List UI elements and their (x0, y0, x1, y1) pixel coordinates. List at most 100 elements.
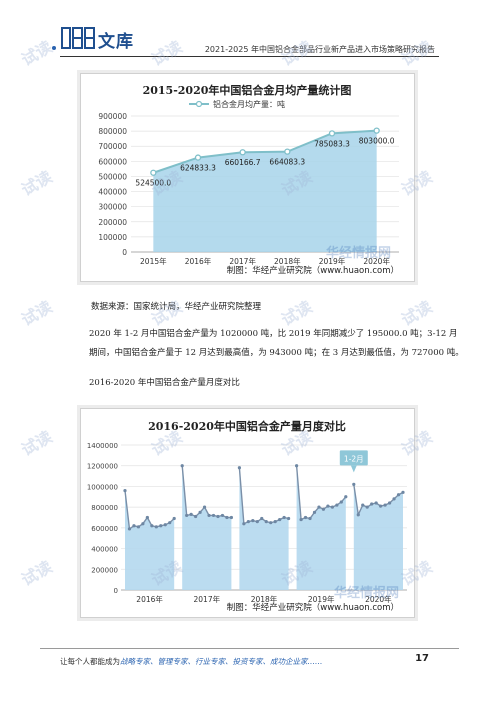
area-fill-series-1 (153, 130, 377, 252)
data-point (287, 516, 291, 521)
data-point (154, 525, 158, 529)
x-tick-label: 2017年 (229, 256, 256, 266)
series-line-year (181, 465, 232, 519)
y-tick-label: 1200000 (87, 463, 118, 471)
data-point (344, 495, 348, 499)
data-point (246, 520, 250, 524)
chart2-watermark: 华经情报网 (334, 585, 399, 601)
data-point (374, 501, 378, 505)
data-point (202, 505, 207, 509)
data-point (145, 515, 149, 520)
data-point (273, 520, 277, 524)
data-label: 660166.7 (225, 158, 261, 167)
y-tick-label: 200000 (98, 218, 127, 227)
y-tick-label: 1000000 (87, 483, 118, 491)
data-point (396, 493, 401, 497)
data-point (401, 490, 405, 494)
data-point (326, 504, 330, 508)
data-point (194, 514, 198, 519)
x-tick-label: 2016年 (185, 256, 212, 266)
data-point (361, 503, 365, 507)
data-point (255, 520, 259, 524)
y-tick-label: 500000 (98, 172, 127, 181)
y-tick-label: 800000 (91, 504, 118, 512)
data-point (150, 169, 157, 176)
watermark-text: 试读 (18, 167, 56, 200)
data-point (150, 524, 154, 528)
callout-label: 1-2月 (344, 454, 364, 463)
data-point (299, 517, 303, 522)
y-tick-label: 0 (122, 248, 127, 257)
data-point (216, 514, 220, 519)
y-tick-label: 600000 (91, 525, 118, 533)
y-tick-label: 0 (114, 587, 118, 595)
y-tick-label: 400000 (98, 188, 127, 197)
chart2-canvas: 2016-2020年中国铝合金产量月度对比 0 200000 400000 600000… (87, 419, 407, 613)
watermark-text: 试读 (18, 37, 56, 70)
y-tick-label: 200000 (91, 566, 118, 574)
data-point (392, 497, 396, 501)
body-paragraph-line-2: 期间，中国铝合金产量于 12 月达到最高值，为 943000 吨；在 3 月达到… (89, 348, 464, 358)
data-point (211, 513, 216, 518)
chart-monthly-comparison: 2016-2020年中国铝合金产量月度对比 0 200000 400000 600000… (80, 408, 415, 618)
logo-text: 文库 (98, 32, 134, 52)
page-number: 17 (415, 653, 429, 664)
y-tick-label: 800000 (98, 127, 127, 136)
x-tick-label: 2018年 (274, 256, 301, 266)
x-tick-label: 2019年 (308, 594, 335, 604)
data-point (356, 513, 360, 517)
y-tick-label: 900000 (98, 112, 127, 121)
y-tick-label: 100000 (98, 233, 127, 242)
legend-label: 铝合金月均产量：吨 (213, 99, 285, 109)
data-point (379, 504, 383, 508)
data-point (251, 519, 255, 523)
data-point (239, 149, 246, 156)
document-header-title: 2021-2025 年中国铝合金部品行业新产品进入市场策略研究报告 (204, 45, 435, 54)
data-label: 664083.3 (269, 158, 305, 167)
data-point (278, 517, 282, 522)
y-tick-label: 1400000 (87, 442, 118, 450)
y-tick-label: 700000 (98, 142, 127, 151)
data-label: 803000.0 (359, 137, 395, 146)
watermark-text: 试读 (18, 427, 56, 460)
x-tick-label: 2018年 (251, 594, 278, 604)
data-point (269, 521, 273, 525)
data-point (207, 513, 211, 518)
series-line-year (238, 467, 289, 525)
chart-monthly-average: 2015-2020年中国铝合金月均产量统计图 铝合金月均产量：吨 0 100000 20… (80, 73, 415, 282)
area-fill-year (125, 490, 175, 590)
y-tick-label: 400000 (91, 546, 118, 554)
data-point (159, 524, 163, 528)
data-point (339, 500, 343, 504)
series-line (153, 129, 377, 174)
data-point (198, 510, 202, 514)
y-tick-label: 300000 (98, 203, 127, 212)
data-point (387, 501, 392, 505)
area-fill-year (239, 467, 289, 590)
data-point (312, 510, 317, 514)
data-point (264, 520, 268, 524)
x-tick-label: 2016年 (136, 594, 163, 604)
data-point (321, 507, 326, 511)
data-point (335, 503, 339, 507)
data-point (308, 516, 312, 521)
data-point (172, 516, 176, 521)
data-point (242, 522, 246, 526)
data-point (141, 522, 145, 526)
data-point (373, 127, 380, 134)
data-point (168, 521, 172, 525)
data-point (127, 527, 132, 531)
data-point (317, 505, 321, 509)
data-label: 524500.0 (135, 179, 171, 188)
x-tick-label: 2020年 (363, 256, 390, 266)
section-label: 2016-2020 年中国铝合金产量月度对比 (89, 378, 240, 388)
area-fill-year (353, 484, 403, 590)
data-source-note: 数据来源：国家统计局，华经产业研究院整理 (91, 302, 262, 312)
data-point (328, 130, 336, 137)
data-point (229, 515, 233, 520)
data-point (225, 515, 229, 520)
header-divider (60, 56, 439, 57)
watermark-text: 试读 (18, 297, 56, 330)
callout-box (339, 450, 368, 466)
